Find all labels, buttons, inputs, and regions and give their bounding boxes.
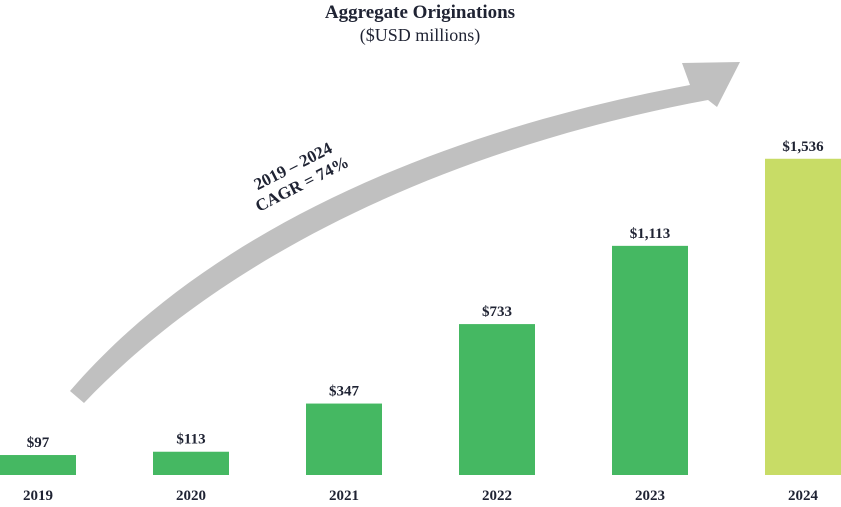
x-tick-label-2019: 2019 (23, 488, 53, 504)
x-tick-label-2022: 2022 (482, 488, 512, 504)
growth-arrow-icon (70, 62, 740, 403)
value-label-2021: $347 (329, 384, 360, 400)
bar-2022 (459, 324, 535, 475)
value-labels: $97 $113 $347 $733 $1,113 $1,536 (27, 139, 824, 451)
value-label-2019: $97 (27, 435, 50, 451)
x-tick-label-2020: 2020 (176, 488, 206, 504)
bar-2024 (765, 158, 841, 475)
chart-subtitle: ($USD millions) (360, 25, 481, 46)
value-label-2024: $1,536 (782, 139, 824, 155)
bars (0, 158, 841, 475)
value-label-2020: $113 (176, 432, 205, 448)
bar-2020 (153, 451, 229, 475)
value-label-2022: $733 (482, 304, 512, 320)
x-tick-label-2021: 2021 (329, 488, 359, 504)
x-axis-tick-labels: 2019 2020 2021 2022 2023 2024 (23, 488, 819, 504)
x-tick-label-2023: 2023 (635, 488, 665, 504)
value-label-2023: $1,113 (630, 226, 670, 242)
bar-2021 (306, 403, 382, 475)
chart-title: Aggregate Originations (325, 2, 515, 23)
x-tick-label-2024: 2024 (788, 488, 819, 504)
bar-2019 (0, 455, 76, 475)
bar-2023 (612, 245, 688, 475)
